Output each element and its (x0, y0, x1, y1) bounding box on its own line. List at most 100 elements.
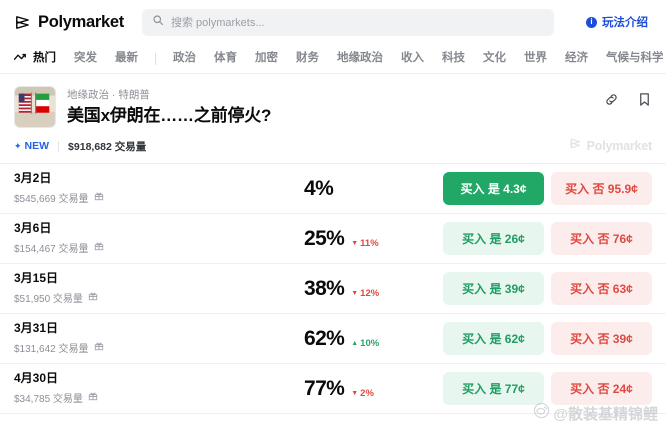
nav-item-politics[interactable]: 政治 (173, 51, 196, 64)
status-badge-label: NEW (24, 140, 50, 152)
market-meta: ✦ NEW $918,682 交易量 Polymarket (0, 128, 666, 163)
market-thumbnail (14, 86, 56, 128)
outcome-change: ▼ 12% (351, 288, 379, 299)
buy-yes-button[interactable]: 买入 是 26¢ (443, 222, 544, 255)
gift-icon (94, 338, 104, 356)
howto-button[interactable]: i 玩法介绍 (586, 14, 652, 30)
buy-yes-button[interactable]: 买入 是 4.3¢ (443, 172, 544, 205)
nav-item-breaking[interactable]: 突发 (74, 51, 97, 64)
brand-logo[interactable]: Polymarket (14, 13, 124, 32)
outcome-change: ▼ 11% (351, 238, 378, 249)
triangle-down-icon: ▼ (351, 239, 359, 247)
link-icon[interactable] (604, 92, 619, 112)
market-text: 地缘政治 · 特朗普 美国x伊朗在……之前停火? (67, 86, 593, 126)
outcome-buttons: 买入 是 62¢ 买入 否 39¢ (443, 322, 652, 355)
outcome-date: 3月6日 (14, 221, 52, 235)
buy-no-button[interactable]: 买入 否 39¢ (551, 322, 652, 355)
outcome-change: ▼ 2% (351, 388, 374, 399)
nav-item-world[interactable]: 世界 (524, 51, 547, 64)
outcome-buttons: 买入 是 4.3¢ 买入 否 95.9¢ (443, 172, 652, 205)
table-row[interactable]: 3月15日 $51,950 交易量 38% ▼ 12% (0, 264, 666, 314)
bookmark-icon[interactable] (637, 92, 652, 112)
outcome-change: ▲ 10% (351, 338, 379, 349)
outcome-volume: $131,642 交易量 (14, 343, 89, 355)
outcome-date: 3月31日 (14, 321, 59, 335)
gift-icon (88, 388, 98, 406)
outcome-odds: 4% (282, 177, 443, 201)
outcome-percent: 77% (304, 376, 345, 400)
nav-item-economy[interactable]: 经济 (565, 51, 588, 64)
outcome-subline: $545,669 交易量 (14, 188, 282, 206)
polymarket-logo-icon (14, 14, 31, 31)
buy-no-button[interactable]: 买入 否 95.9¢ (551, 172, 652, 205)
outcome-odds: 38% ▼ 12% (282, 277, 443, 301)
nav-item-latest[interactable]: 最新 (115, 51, 138, 64)
outcome-date: 4月30日 (14, 371, 59, 385)
nav-item-sports[interactable]: 体育 (214, 51, 237, 64)
outcome-info: 3月15日 $51,950 交易量 (14, 271, 282, 306)
outcome-odds: 62% ▲ 10% (282, 327, 443, 351)
nav-item-hot[interactable]: 热门 (33, 51, 56, 64)
info-icon: i (586, 16, 597, 28)
triangle-down-icon: ▼ (351, 389, 359, 397)
gift-icon (88, 288, 98, 306)
breadcrumb: 地缘政治 · 特朗普 (67, 89, 150, 101)
buy-no-button[interactable]: 买入 否 76¢ (551, 222, 652, 255)
sparkle-icon: ✦ (14, 140, 22, 151)
outcome-percent: 4% (304, 176, 334, 200)
howto-label: 玩法介绍 (602, 17, 648, 29)
table-row[interactable]: 3月6日 $154,467 交易量 25% ▼ 11% (0, 214, 666, 264)
outcome-volume: $51,950 交易量 (14, 293, 83, 305)
triangle-down-icon: ▼ (351, 289, 359, 297)
nav-divider (155, 52, 156, 65)
trending-up-icon (13, 50, 33, 68)
status-badge: ✦ NEW (14, 140, 49, 152)
buy-no-button[interactable]: 买入 否 24¢ (551, 372, 652, 405)
outcome-subline: $131,642 交易量 (14, 338, 282, 356)
polymarket-watermark-label: Polymarket (586, 139, 653, 153)
outcome-odds: 77% ▼ 2% (282, 377, 443, 401)
outcome-subline: $34,785 交易量 (14, 388, 282, 406)
nav-item-crypto[interactable]: 加密 (255, 51, 278, 64)
outcome-change-value: 2% (360, 387, 374, 399)
outcome-percent: 62% (304, 326, 345, 350)
buy-yes-button[interactable]: 买入 是 62¢ (443, 322, 544, 355)
table-row[interactable]: 3月2日 $545,669 交易量 4% 买入 是 4.3¢ 买入 否 95.9… (0, 164, 666, 214)
outcome-buttons: 买入 是 26¢ 买入 否 76¢ (443, 222, 652, 255)
table-row[interactable]: 4月30日 $34,785 交易量 77% ▼ 2% (0, 364, 666, 414)
top-bar: Polymarket 搜索 polymarkets... i 玩法介绍 (0, 0, 666, 44)
nav-item-culture[interactable]: 文化 (483, 51, 506, 64)
outcome-change-value: 11% (360, 237, 379, 249)
outcome-buttons: 买入 是 39¢ 买入 否 63¢ (443, 272, 652, 305)
nav-item-climate-science[interactable]: 气候与科学 (606, 51, 664, 64)
market-header: 地缘政治 · 特朗普 美国x伊朗在……之前停火? (0, 74, 666, 128)
outcome-change-value: 10% (360, 337, 380, 349)
market-actions (604, 86, 652, 112)
outcome-volume: $545,669 交易量 (14, 193, 89, 205)
outcome-change-value: 12% (360, 287, 380, 299)
outcome-subline: $154,467 交易量 (14, 238, 282, 256)
nav-item-geopolitics[interactable]: 地缘政治 (337, 51, 383, 64)
search-placeholder: 搜索 polymarkets... (170, 17, 265, 29)
polymarket-logo-icon-watermark (569, 137, 582, 155)
search-icon (152, 13, 164, 31)
outcome-volume: $154,467 交易量 (14, 243, 89, 255)
nav-item-tech[interactable]: 科技 (442, 51, 465, 64)
buy-yes-button[interactable]: 买入 是 39¢ (443, 272, 544, 305)
total-volume: $918,682 交易量 (68, 140, 147, 153)
outcome-info: 3月6日 $154,467 交易量 (14, 221, 282, 256)
buy-yes-button[interactable]: 买入 是 77¢ (443, 372, 544, 405)
category-nav: 热门 突发 最新 政治 体育 加密 财务 地缘政治 收入 科技 文化 世界 经济… (0, 44, 666, 74)
brand-name: Polymarket (38, 12, 124, 31)
outcome-volume: $34,785 交易量 (14, 393, 83, 405)
buy-no-button[interactable]: 买入 否 63¢ (551, 272, 652, 305)
nav-item-income[interactable]: 收入 (401, 51, 424, 64)
table-row[interactable]: 3月31日 $131,642 交易量 62% ▲ 10% (0, 314, 666, 364)
outcome-info: 4月30日 $34,785 交易量 (14, 371, 282, 406)
search-input[interactable]: 搜索 polymarkets... (141, 8, 554, 36)
outcome-info: 3月31日 $131,642 交易量 (14, 321, 282, 356)
gift-icon (94, 238, 104, 256)
outcome-buttons: 买入 是 77¢ 买入 否 24¢ (443, 372, 652, 405)
nav-item-finance[interactable]: 财务 (296, 51, 319, 64)
